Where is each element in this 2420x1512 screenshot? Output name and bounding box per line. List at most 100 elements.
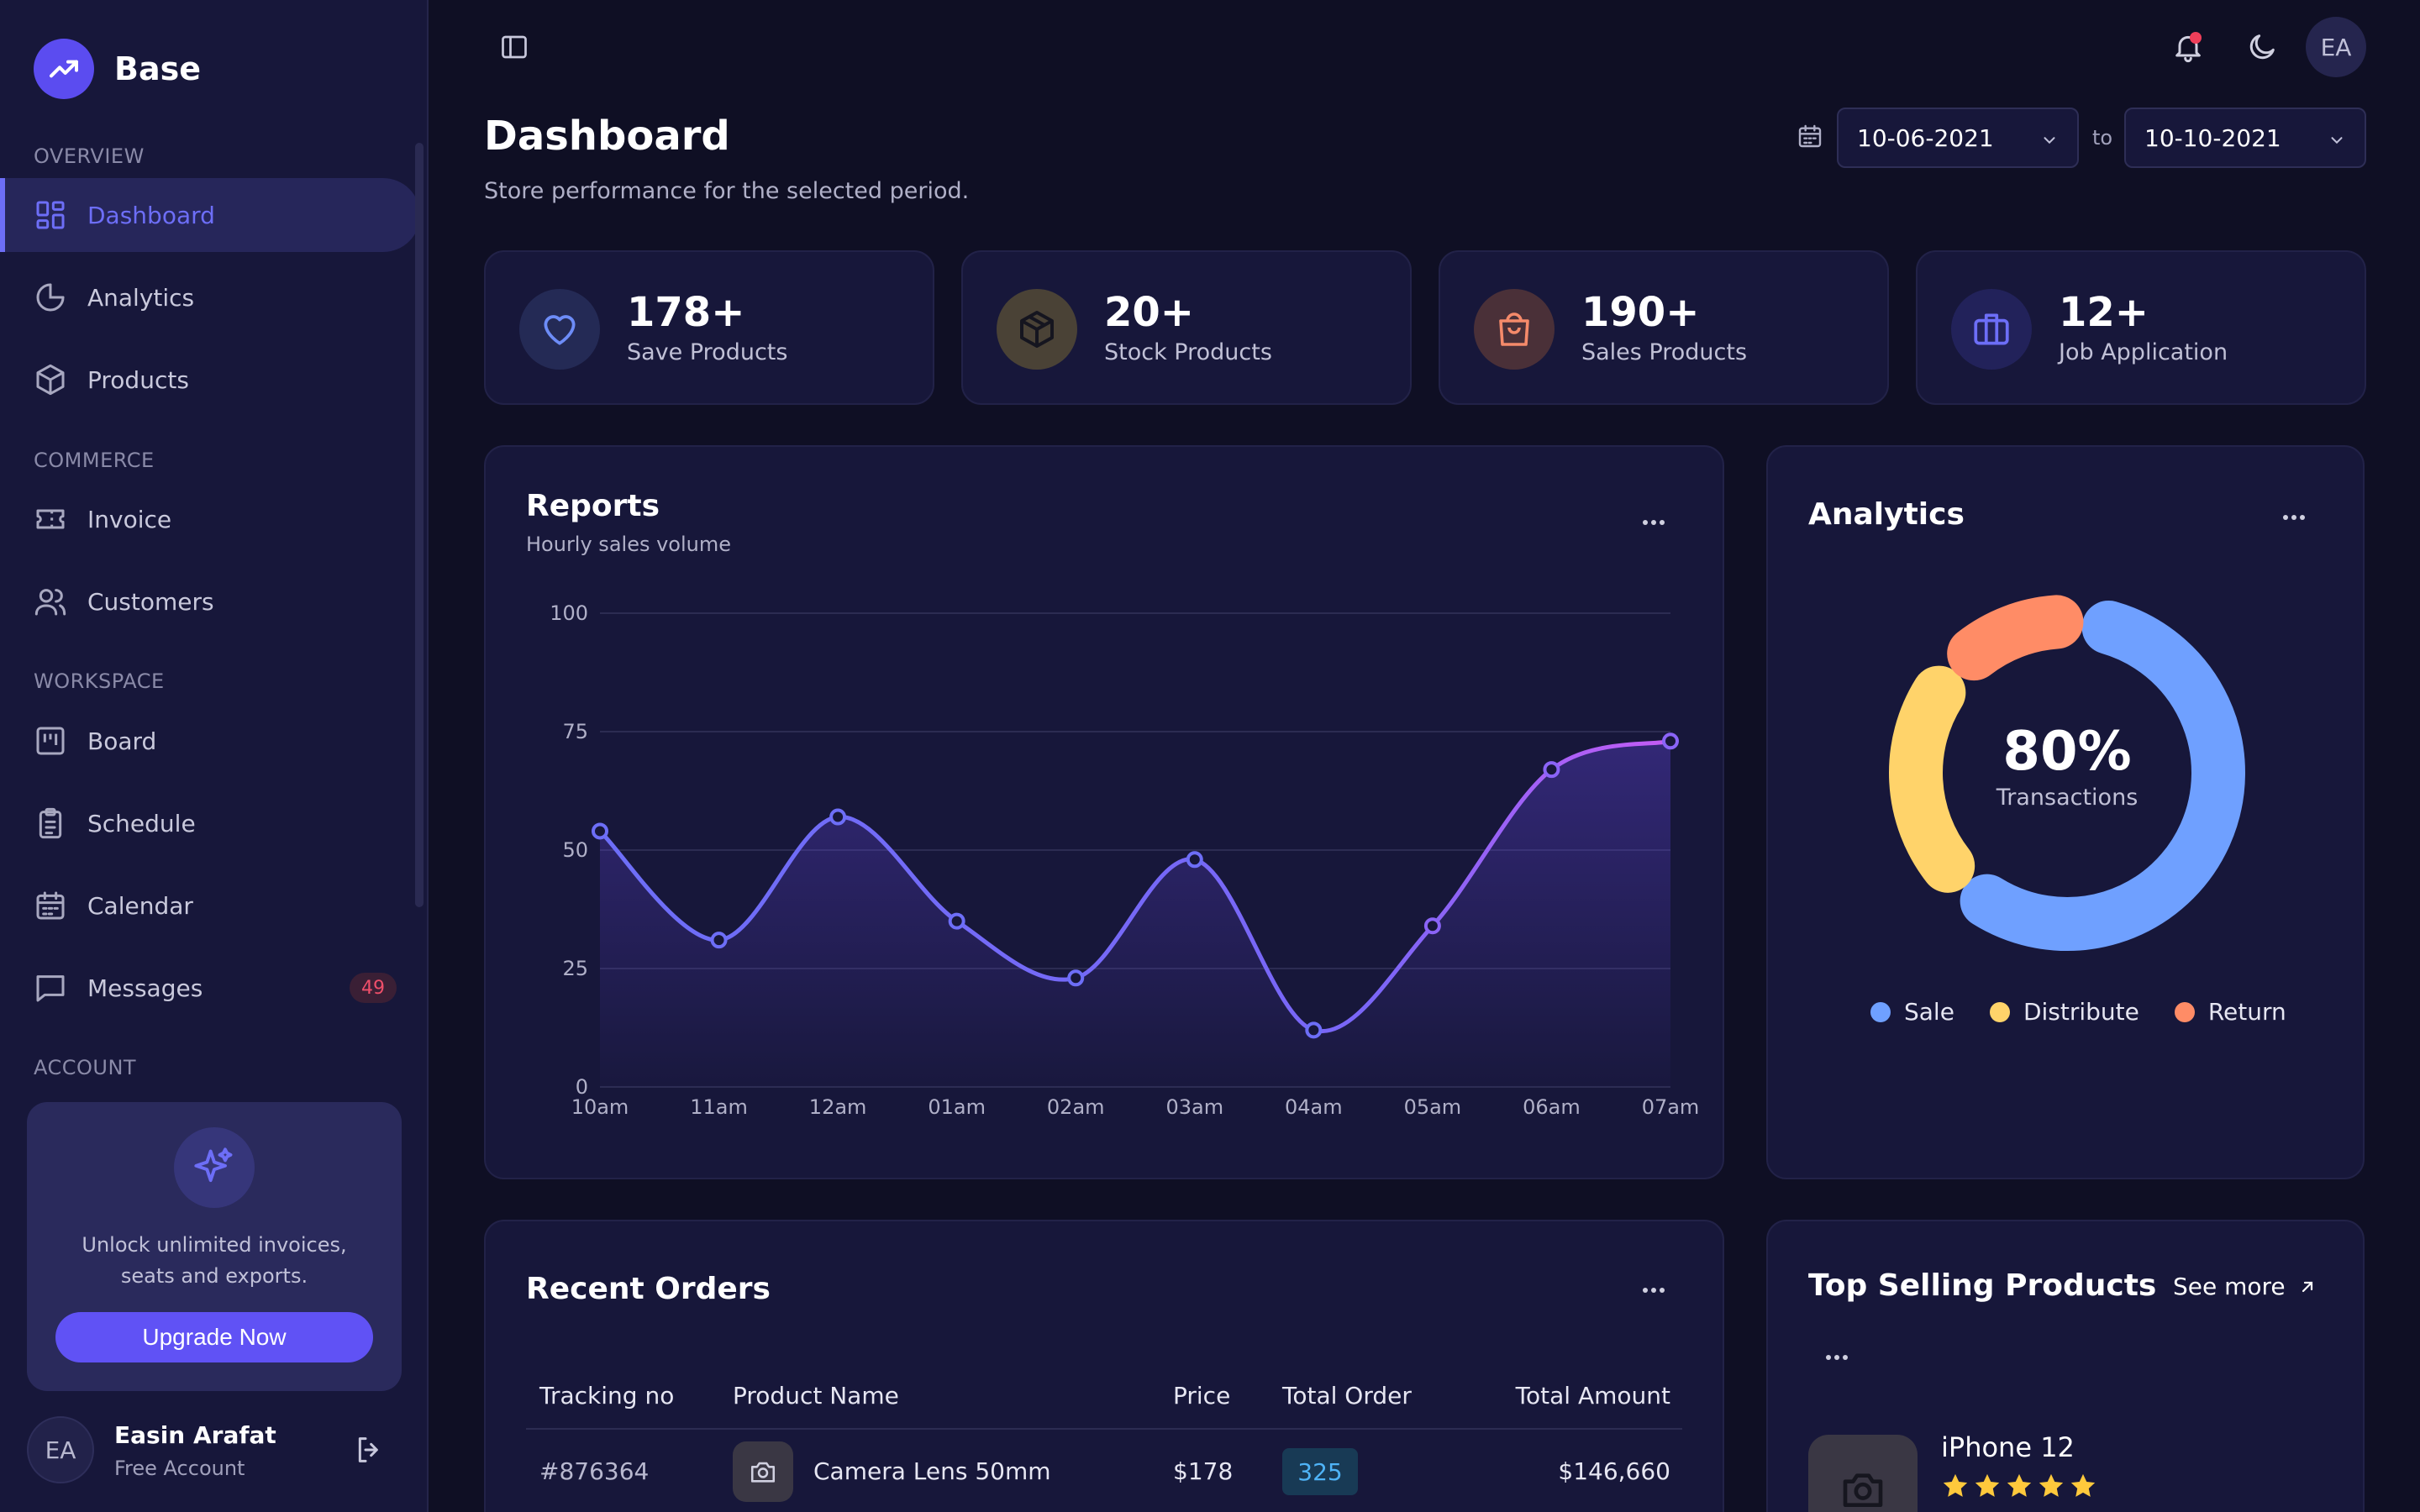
chevron-down-icon bbox=[2044, 137, 2055, 144]
brand[interactable]: Base bbox=[34, 39, 201, 99]
sidebar-item-label: Analytics bbox=[87, 283, 195, 312]
chart-point[interactable] bbox=[829, 808, 847, 826]
stat-value: 190+ bbox=[1581, 289, 1700, 336]
sidebar-item-messages[interactable]: Messages 49 bbox=[0, 951, 420, 1025]
avatar[interactable]: EA bbox=[2306, 17, 2366, 77]
pie-chart-icon bbox=[36, 283, 65, 312]
chart-point[interactable] bbox=[592, 822, 608, 840]
arrow-up-right-icon bbox=[2302, 1281, 2312, 1292]
column-header-price[interactable]: Price bbox=[1173, 1382, 1231, 1410]
briefcase-icon bbox=[1951, 289, 2032, 370]
chart-point[interactable] bbox=[1662, 732, 1679, 750]
sidebar-item-label: Products bbox=[87, 365, 189, 394]
sidebar: Base OVERVIEW Dashboard Analytics Produc… bbox=[0, 0, 429, 1512]
logout-icon[interactable] bbox=[353, 1433, 387, 1467]
more-options-icon[interactable] bbox=[2277, 509, 2311, 526]
reports-chart: 0 25 50 75 100 10am 11am 12am 01am 02am 03am 04am 0… bbox=[550, 601, 1699, 1119]
chart-point[interactable] bbox=[1067, 969, 1085, 987]
legend-swatch bbox=[1989, 1001, 2010, 1022]
camera-icon bbox=[1808, 1435, 1918, 1512]
sidebar-item-products[interactable]: Products bbox=[0, 343, 420, 417]
sidebar-item-label: Customers bbox=[87, 587, 214, 616]
brand-name: Base bbox=[114, 50, 201, 87]
donut-slice-distribute[interactable] bbox=[1889, 665, 1975, 893]
moon-icon[interactable] bbox=[2245, 30, 2279, 64]
sidebar-item-dashboard[interactable]: Dashboard bbox=[0, 178, 420, 252]
upgrade-now-button[interactable]: Upgrade Now bbox=[55, 1312, 373, 1362]
avatar: EA bbox=[27, 1416, 94, 1483]
more-options-icon[interactable] bbox=[1637, 1282, 1670, 1299]
user-profile[interactable]: EA Easin Arafat Free Account bbox=[27, 1416, 405, 1483]
reports-subtitle: Hourly sales volume bbox=[526, 533, 731, 556]
sidebar-item-invoice[interactable]: Invoice bbox=[0, 482, 420, 556]
column-header-product[interactable]: Product Name bbox=[733, 1382, 899, 1410]
date-to-select[interactable]: 10-10-2021 bbox=[2124, 108, 2366, 168]
y-tick-label: 25 bbox=[562, 957, 588, 980]
recent-orders-panel bbox=[484, 1220, 1724, 1512]
stat-label: Sales Products bbox=[1581, 339, 1748, 365]
column-header-total-order[interactable]: Total Order bbox=[1282, 1382, 1412, 1410]
x-tick-label: 10am bbox=[571, 1095, 629, 1119]
section-label-overview: OVERVIEW bbox=[34, 144, 145, 168]
chart-point[interactable] bbox=[1423, 917, 1441, 935]
analytics-legend: Sale Distribute Return bbox=[1870, 998, 2322, 1026]
recent-orders-title: Recent Orders bbox=[526, 1272, 771, 1306]
chart-point[interactable] bbox=[1186, 851, 1203, 869]
sidebar-scrollbar[interactable] bbox=[415, 143, 424, 907]
stat-card-stock-products[interactable]: 20+ Stock Products bbox=[961, 250, 1412, 405]
star-icon bbox=[1975, 1473, 2000, 1497]
sidebar-item-label: Invoice bbox=[87, 505, 172, 533]
reports-title: Reports bbox=[526, 489, 660, 523]
page-subtitle: Store performance for the selected perio… bbox=[484, 178, 970, 204]
column-header-tracking[interactable]: Tracking no bbox=[539, 1382, 675, 1410]
sidebar-item-calendar[interactable]: Calendar bbox=[0, 869, 420, 942]
box-icon bbox=[36, 364, 65, 396]
top-selling-title: Top Selling Products bbox=[1808, 1268, 2157, 1303]
chart-point[interactable] bbox=[1543, 761, 1560, 779]
star-icon bbox=[2007, 1473, 2032, 1497]
donut-slice-return[interactable] bbox=[1947, 595, 2084, 681]
star-icon bbox=[1943, 1473, 1968, 1497]
box-icon bbox=[997, 289, 1077, 370]
analytics-panel bbox=[1766, 445, 2365, 1179]
stat-label: Job Application bbox=[2059, 339, 2228, 365]
cell-total-order: 325 bbox=[1282, 1448, 1358, 1495]
chart-point[interactable] bbox=[710, 932, 728, 949]
stat-value: 12+ bbox=[2059, 289, 2149, 336]
product-name: iPhone 12 bbox=[1941, 1431, 2075, 1463]
donut-slice-sale[interactable] bbox=[1960, 600, 2245, 951]
section-label-workspace: WORKSPACE bbox=[34, 669, 165, 693]
message-icon bbox=[36, 975, 65, 1002]
analytics-donut-chart bbox=[1889, 595, 2245, 951]
stat-card-job-application[interactable]: 12+ Job Application bbox=[1916, 250, 2366, 405]
chart-point[interactable] bbox=[948, 912, 965, 930]
upgrade-text: Unlock unlimited invoices, seats and exp… bbox=[82, 1233, 347, 1288]
y-tick-label: 100 bbox=[550, 601, 588, 625]
see-more-link[interactable]: See more bbox=[2173, 1273, 2317, 1300]
calendar-icon bbox=[1798, 124, 1822, 148]
cell-tracking: #876364 bbox=[539, 1457, 650, 1485]
stat-card-save-products[interactable]: 178+ Save Products bbox=[484, 250, 934, 405]
sidebar-item-customers[interactable]: Customers bbox=[0, 564, 420, 638]
camera-icon bbox=[733, 1441, 793, 1502]
sidebar-item-analytics[interactable]: Analytics bbox=[0, 260, 420, 334]
sidebar-item-label: Schedule bbox=[87, 809, 196, 837]
date-from-value: 10-06-2021 bbox=[1857, 123, 1994, 152]
column-header-total-amount[interactable]: Total Amount bbox=[1515, 1382, 1670, 1410]
chart-point[interactable] bbox=[1305, 1021, 1323, 1039]
y-tick-label: 50 bbox=[562, 838, 588, 862]
more-options-icon[interactable] bbox=[1637, 514, 1670, 531]
legend-label: Return bbox=[2207, 998, 2286, 1026]
see-more-label: See more bbox=[2173, 1273, 2286, 1300]
x-tick-label: 05am bbox=[1404, 1095, 1462, 1119]
stat-card-sales-products[interactable]: 190+ Sales Products bbox=[1439, 250, 1889, 405]
x-tick-label: 02am bbox=[1047, 1095, 1105, 1119]
sidebar-item-board[interactable]: Board bbox=[0, 704, 420, 778]
more-options-icon[interactable] bbox=[1820, 1349, 1854, 1366]
sidebar-item-label: Messages bbox=[87, 974, 203, 1002]
sidebar-toggle-icon[interactable] bbox=[499, 32, 529, 62]
date-from-select[interactable]: 10-06-2021 bbox=[1837, 108, 2079, 168]
user-name: Easin Arafat bbox=[114, 1421, 276, 1449]
y-tick-label: 0 bbox=[576, 1075, 588, 1099]
sidebar-item-schedule[interactable]: Schedule bbox=[0, 786, 420, 860]
